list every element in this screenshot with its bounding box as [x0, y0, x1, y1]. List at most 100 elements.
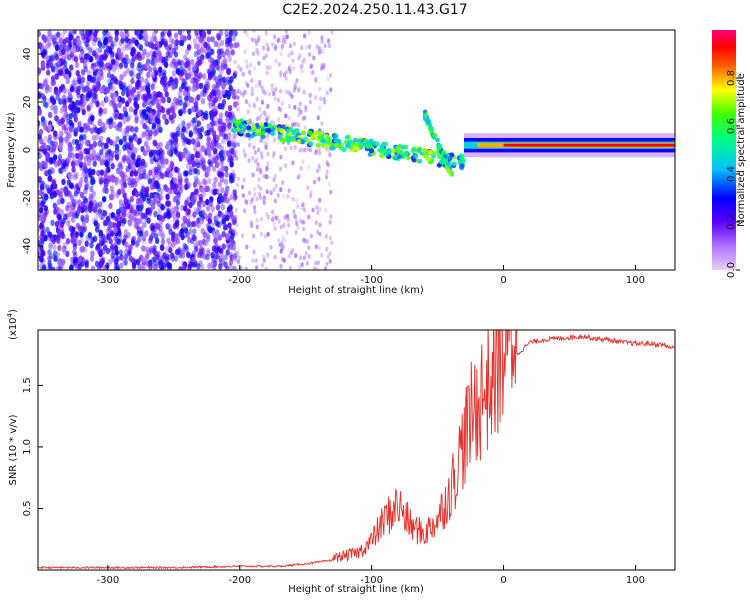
spectrogram-cell: [170, 162, 175, 170]
spectrogram-cell: [92, 206, 98, 214]
spectrogram-cell: [83, 188, 88, 195]
spectrogram-cell: [300, 68, 304, 74]
spectrogram-cell: [165, 193, 170, 200]
spectrogram-cell: [124, 248, 129, 256]
spectrogram-cell: [335, 138, 342, 144]
spectrogram-cell: [145, 106, 150, 113]
spectrogram-cell: [252, 102, 256, 108]
spectrogram-cell: [174, 248, 180, 256]
spectrogram-cell: [63, 186, 68, 193]
spectrogram-cell: [109, 230, 115, 237]
spectrogram-cell: [310, 134, 316, 139]
spectrogram-cell: [184, 153, 189, 160]
spectrogram-cell: [152, 31, 157, 38]
spectrogram-cell: [56, 59, 62, 66]
spectrogram-cell: [182, 101, 188, 108]
spectrogram-cell: [301, 202, 305, 208]
spectrogram-cell: [52, 202, 57, 209]
spectrogram-cell: [144, 78, 149, 85]
spectrogram-cell: [196, 151, 201, 159]
spectrogram-cell: [44, 194, 49, 201]
spectrogram-cell: [325, 169, 329, 175]
spectrogram-cell: [78, 143, 83, 150]
spectrogram-cell: [368, 148, 375, 154]
spectrogram-cell: [273, 46, 277, 51]
colorbar-tick-label: 0.0: [726, 262, 737, 278]
spectrogram-cell: [127, 148, 132, 155]
spectrogram-cell: [61, 248, 67, 255]
spectrogram-cell: [208, 200, 213, 207]
spectrogram-cell: [142, 108, 147, 116]
spectrogram-cell: [297, 112, 301, 118]
spectrogram-cell: [314, 78, 318, 83]
snr-x-ticks: -300 -200 -100 0 100: [97, 565, 645, 586]
spectrogram-cell: [154, 237, 160, 244]
spectrogram-cell: [186, 30, 191, 35]
spectrogram-cell: [87, 47, 93, 54]
spectrogram-cell: [280, 124, 286, 130]
spectrogram-cell: [52, 243, 57, 251]
spectrogram-cell: [130, 239, 136, 246]
spectrogram-cell: [124, 241, 129, 248]
spectrogram-cell: [107, 78, 112, 86]
spectrogram-cell: [47, 175, 53, 182]
spectrogram-cell: [75, 143, 81, 151]
spectrogram-cell: [83, 155, 89, 162]
spectrogram-cell: [137, 61, 142, 69]
spectrogram-cell: [291, 160, 295, 166]
spectrogram-cell: [171, 211, 177, 219]
spectrogram-cell: [64, 52, 69, 59]
spectrogram-cell: [199, 186, 205, 194]
spectrogram-cell: [117, 188, 122, 196]
spectrogram-cell: [148, 151, 154, 158]
spectrogram-cell: [146, 71, 151, 79]
spectrogram-cell: [111, 102, 117, 110]
spectrogram-cell: [210, 205, 215, 213]
spectrogram-cell: [75, 45, 81, 53]
spectrogram-cell: [250, 91, 254, 97]
spectrogram-cell: [273, 138, 277, 143]
spectrogram-cell: [282, 222, 286, 228]
spectrogram-cell: [126, 199, 132, 206]
spectrogram-cell: [148, 247, 154, 255]
spectrogram-cell: [432, 132, 437, 138]
spectrogram-cell: [135, 258, 141, 266]
spectrogram-cell: [225, 249, 230, 256]
spectrogram-cell: [279, 166, 283, 172]
spectrogram-cell: [131, 189, 136, 197]
spectrogram-cell: [167, 80, 172, 87]
spectrogram-cell: [292, 41, 296, 47]
spectrogram-cell: [83, 205, 88, 212]
spectrogram-cell: [134, 39, 139, 47]
spectrogram-cell: [146, 87, 151, 94]
spectrogram-cell: [112, 103, 118, 110]
spectrogram-cell: [40, 249, 45, 257]
spectrogram-cell: [71, 47, 76, 54]
spectrogram-cell: [195, 240, 200, 247]
spectrogram-cell: [256, 162, 261, 168]
spectrogram-cell: [119, 170, 124, 177]
spectrogram-cell: [128, 135, 133, 142]
spectrogram-cell: [133, 181, 138, 188]
spectrogram-cell: [220, 64, 225, 72]
spectrogram-cell: [236, 142, 240, 147]
spectrogram-cell: [272, 136, 277, 142]
spectrogram-cell: [325, 174, 329, 180]
spectrogram-cell: [206, 136, 211, 143]
spectrogram-cell: [308, 141, 314, 147]
spectrogram-cell: [236, 100, 240, 106]
spectrogram-cell: [258, 169, 262, 175]
spectrogram-cell: [142, 101, 147, 108]
spectrogram-cell: [189, 77, 195, 85]
spectrogram-cell: [145, 125, 150, 133]
spectrogram-cell: [395, 145, 402, 151]
spectrogram-cell: [61, 162, 66, 170]
spectrogram-cell: [100, 213, 105, 221]
spectrogram-cell: [57, 260, 62, 267]
spectrogram-cell: [174, 142, 179, 149]
spectrogram-cell: [178, 266, 183, 270]
spectrogram-cell: [327, 182, 331, 187]
spectrogram-cell: [241, 193, 245, 199]
spectrogram-cell: [199, 218, 204, 225]
spectrogram-cell: [307, 214, 311, 220]
